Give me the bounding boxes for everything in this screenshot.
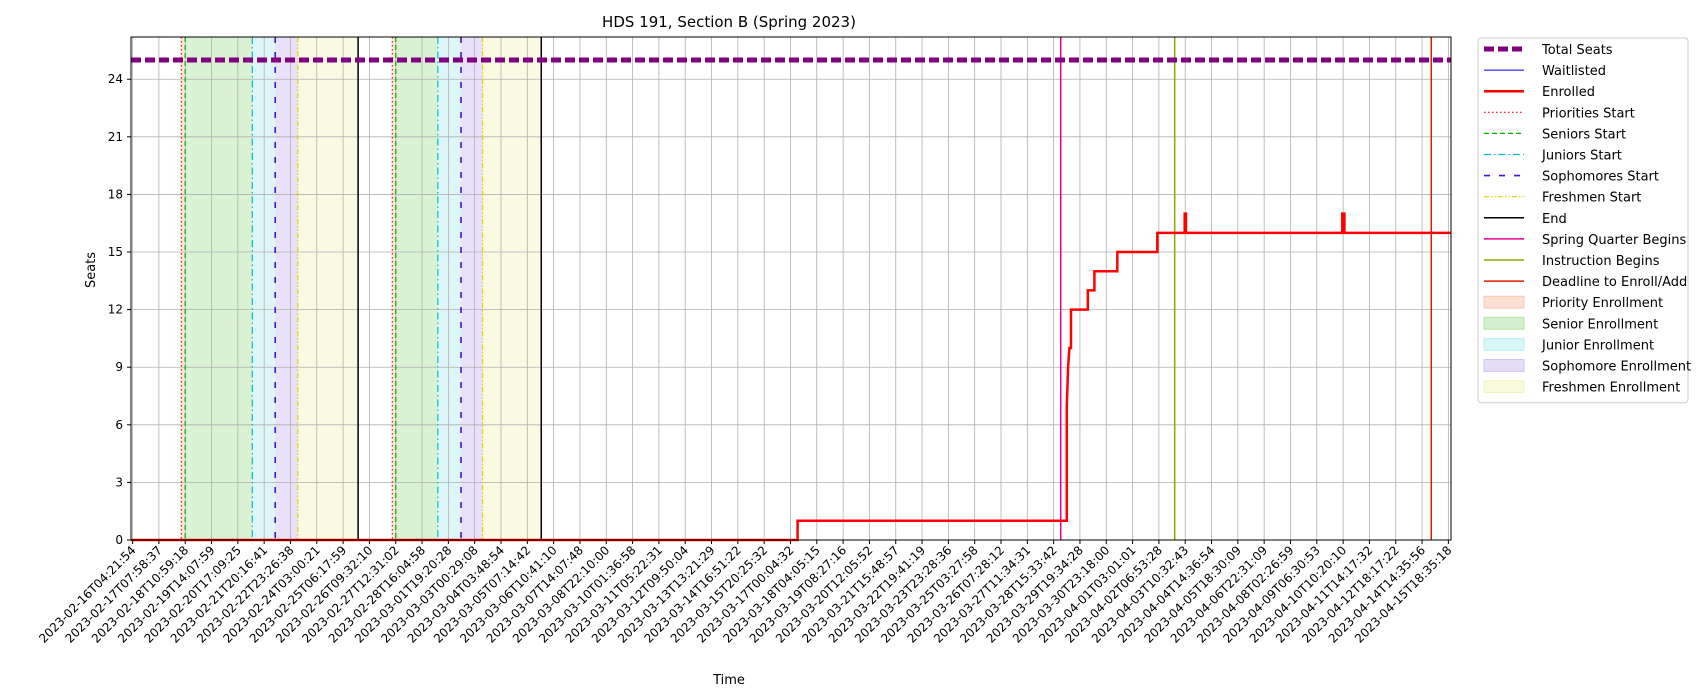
legend-label: Enrolled	[1542, 85, 1595, 100]
phase-region	[461, 37, 483, 540]
phase-region	[482, 37, 542, 540]
legend-label: Senior Enrollment	[1542, 317, 1658, 332]
legend-label: Priorities Start	[1542, 106, 1635, 121]
phase-region	[275, 37, 298, 540]
legend-label: Junior Enrollment	[1541, 338, 1654, 353]
legend-label: Waitlisted	[1542, 64, 1606, 79]
legend-label: End	[1542, 212, 1567, 227]
legend-label: Freshmen Enrollment	[1542, 381, 1680, 396]
phase-region	[437, 37, 461, 540]
legend-swatch	[1483, 295, 1525, 309]
legend-swatch	[1483, 359, 1525, 372]
plot-frame	[130, 36, 1452, 541]
y-tick-label: 18	[108, 187, 123, 201]
phase-region	[297, 37, 359, 540]
plot-border	[130, 36, 1452, 541]
y-tick-label: 9	[115, 360, 123, 374]
phase-region	[395, 37, 438, 540]
legend-swatch	[1483, 380, 1525, 394]
legend-label: Freshmen Start	[1542, 191, 1641, 206]
legend-label: Instruction Begins	[1542, 254, 1660, 269]
phase-regions	[181, 37, 542, 540]
chart-title: HDS 191, Section B (Spring 2023)	[602, 13, 856, 31]
y-tick-label: 0	[115, 533, 123, 547]
y-tick-label: 6	[115, 418, 123, 432]
legend-label: Seniors Start	[1542, 127, 1626, 142]
legend-swatch	[1483, 316, 1525, 330]
event-lines	[180, 37, 1433, 540]
y-ticks: 0 3 6 9 12 15 18 21 24	[108, 72, 131, 547]
legend-label: Sophomores Start	[1542, 170, 1659, 185]
y-tick-label: 21	[108, 130, 123, 144]
legend-swatch	[1483, 337, 1525, 351]
y-tick-label: 12	[108, 303, 123, 317]
legend-label: Juniors Start	[1541, 149, 1622, 164]
phase-region	[181, 37, 186, 540]
x-axis-title: Time	[712, 673, 745, 688]
y-tick-label: 3	[115, 475, 123, 489]
legend: Total Seats Waitlisted Enrolled Priorities …	[1477, 37, 1691, 404]
phase-region	[392, 37, 396, 540]
legend-box	[1477, 37, 1689, 404]
legend-label: Deadline to Enroll/Add	[1542, 275, 1687, 290]
x-ticks: 2023-02-16T04:21:542023-02-17T07:58:3720…	[36, 540, 1454, 646]
legend-label: Priority Enrollment	[1542, 296, 1663, 311]
y-tick-label: 24	[108, 72, 123, 86]
legend-label: Total Seats	[1541, 43, 1613, 58]
phase-region	[185, 37, 253, 540]
y-tick-label: 15	[108, 245, 123, 259]
y-axis-title: Seats	[84, 252, 99, 288]
legend-label: Spring Quarter Begins	[1542, 233, 1686, 248]
legend-label: Sophomore Enrollment	[1542, 360, 1691, 375]
enrolled-line	[131, 212, 1451, 542]
